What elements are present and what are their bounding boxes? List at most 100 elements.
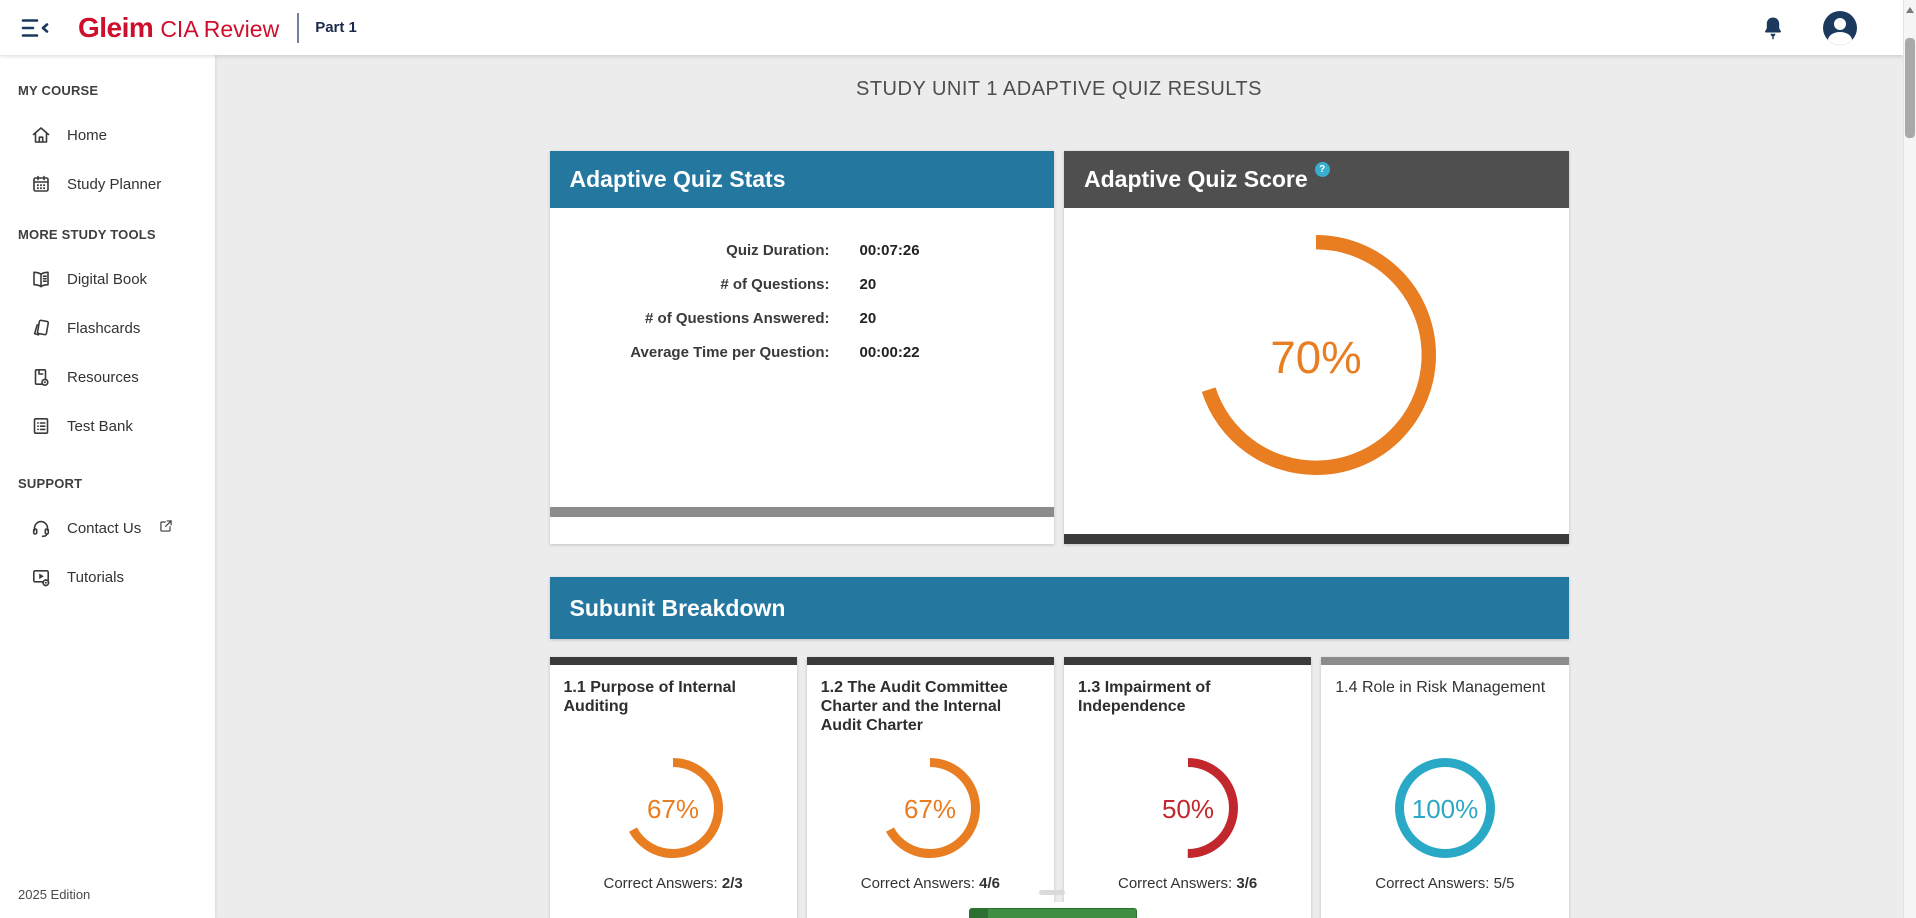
user-avatar[interactable]: [1823, 10, 1857, 45]
subunit-donut-chart: 50%: [1137, 758, 1238, 858]
top-bar: Gleim CIA Review Part 1: [0, 0, 1903, 55]
stat-value: 00:00:22: [859, 344, 920, 361]
subunit-title: 1.4 Role in Risk Management: [1335, 679, 1546, 696]
section-label-support: SUPPORT: [18, 476, 83, 491]
score-card-header: Adaptive Quiz Score?: [1064, 151, 1569, 208]
stats-card-footer-strip: [549, 507, 1054, 517]
test-bank-icon: [33, 417, 49, 434]
edition-label: 2025 Edition: [18, 887, 91, 902]
stat-row: Quiz Duration: 00:07:26: [550, 242, 1055, 259]
sidebar-item-label: Test Bank: [67, 417, 133, 435]
correct-answers-label: Correct Answers:: [860, 875, 975, 892]
gleim-logo[interactable]: Gleim CIA Review: [78, 12, 279, 44]
correct-answers-fraction: 5/5: [1493, 875, 1515, 892]
subunit-breakdown-header: Subunit Breakdown: [549, 577, 1569, 639]
bottom-panel-edge: [966, 902, 1140, 908]
correct-answers-label: Correct Answers:: [1118, 875, 1233, 892]
subunit-card-1-2: 1.2 The Audit Committee Charter and the …: [806, 657, 1054, 918]
sidebar-item-flashcards[interactable]: Flashcards: [0, 316, 215, 340]
sidebar-item-label: Home: [67, 126, 108, 144]
scrollbar[interactable]: [1903, 0, 1916, 918]
stat-value: 00:07:26: [859, 242, 920, 259]
sidebar-item-home[interactable]: Home: [0, 123, 215, 147]
correct-answers-fraction: 2/3: [721, 875, 743, 892]
subunit-card-strip: [1321, 657, 1569, 665]
book-icon: [33, 271, 49, 288]
sidebar-item-label: Contact Us: [67, 519, 142, 537]
sidebar-section-my-course: MY COURSE Home Study Planner: [0, 83, 215, 196]
bottom-action-button[interactable]: [969, 908, 1137, 918]
external-link-icon: [156, 518, 174, 539]
notifications-bell-icon[interactable]: [1761, 15, 1785, 41]
stat-label: Average Time per Question:: [630, 344, 830, 361]
sidebar-section-more-study-tools: MORE STUDY TOOLS Digital Book Flashcards…: [0, 227, 215, 438]
stat-label: # of Questions:: [720, 276, 830, 293]
sidebar-item-label: Tutorials: [67, 568, 124, 586]
correct-answers-label: Correct Answers:: [1375, 875, 1490, 892]
score-card-title: Adaptive Quiz Score: [1084, 166, 1308, 192]
headset-icon: [32, 520, 50, 538]
stat-value: 20: [859, 276, 877, 293]
section-label-more-study-tools: MORE STUDY TOOLS: [18, 227, 156, 242]
calendar-icon: [33, 175, 49, 192]
sidebar-item-resources[interactable]: Resources: [0, 365, 215, 389]
correct-answers-fraction: 4/6: [979, 875, 1000, 892]
scroll-hint-notch: [1039, 890, 1065, 895]
adaptive-quiz-stats-card: Adaptive Quiz Stats Quiz Duration: 00:07…: [549, 151, 1055, 544]
score-card-body: 70%: [1064, 235, 1569, 534]
subunit-card-1-1: 1.1 Purpose of Internal Auditing 67% Cor…: [549, 657, 797, 918]
avatar-icon: [1823, 10, 1857, 45]
sidebar-item-digital-book[interactable]: Digital Book: [0, 267, 215, 291]
subunit-percent-label: 50%: [1162, 794, 1214, 824]
subunit-title: 1.1 Purpose of Internal Auditing: [563, 679, 736, 715]
help-icon[interactable]: ?: [1314, 162, 1330, 178]
sidebar: MY COURSE Home Study Planner MORE STUDY …: [0, 55, 215, 918]
sidebar-item-tutorials[interactable]: Tutorials: [0, 565, 215, 589]
resources-icon: [34, 368, 49, 386]
sidebar-item-contact-us[interactable]: Contact Us: [0, 516, 215, 540]
sidebar-item-label: Study Planner: [67, 175, 162, 193]
sidebar-item-test-bank[interactable]: Test Bank: [0, 414, 215, 438]
header-divider: [297, 12, 300, 43]
video-tutorial-icon: [32, 570, 50, 587]
subunit-donut-chart: 100%: [1394, 758, 1495, 858]
page-title: STUDY UNIT 1 ADAPTIVE QUIZ RESULTS: [856, 78, 1262, 100]
subunit-card-strip: [1064, 657, 1312, 665]
stats-card-body: Quiz Duration: 00:07:26 # of Questions: …: [550, 208, 1055, 507]
subunit-card-1-4: 1.4 Role in Risk Management 100% Correct…: [1321, 657, 1569, 918]
subunit-percent-label: 67%: [647, 794, 699, 824]
subunit-title: 1.3 Impairment of Independence: [1078, 679, 1211, 715]
scroll-up-arrow-icon[interactable]: [1906, 7, 1914, 13]
correct-answers: Correct Answers: 2/3: [550, 875, 797, 892]
stats-card-header: Adaptive Quiz Stats: [549, 151, 1054, 208]
score-donut-chart: 70%: [1196, 235, 1437, 475]
stat-row: Average Time per Question: 00:00:22: [550, 344, 1055, 361]
stat-label: # of Questions Answered:: [645, 310, 830, 327]
subunit-donut-chart: 67%: [623, 758, 724, 858]
sidebar-section-support: SUPPORT Contact Us Tutorials: [0, 476, 215, 589]
adaptive-quiz-score-card: Adaptive Quiz Score? 70%: [1064, 151, 1569, 544]
correct-answers: Correct Answers: 5/5: [1321, 875, 1568, 892]
subunit-percent-label: 67%: [904, 794, 956, 824]
subunit-percent-label: 100%: [1412, 794, 1479, 824]
flashcards-icon: [33, 319, 50, 336]
stat-label: Quiz Duration:: [726, 242, 830, 259]
stat-row: # of Questions: 20: [550, 276, 1055, 293]
scrollbar-thumb[interactable]: [1905, 38, 1915, 138]
stat-row: # of Questions Answered: 20: [550, 310, 1055, 327]
subunit-card-strip: [549, 657, 797, 665]
sidebar-item-label: Flashcards: [67, 319, 141, 337]
bottom-action-button-cap: [970, 909, 988, 918]
brand-name: Gleim: [78, 11, 154, 43]
sidebar-item-study-planner[interactable]: Study Planner: [0, 172, 215, 196]
correct-answers: Correct Answers: 3/6: [1064, 875, 1311, 892]
sidebar-collapse-icon[interactable]: [20, 16, 50, 40]
sidebar-item-label: Digital Book: [67, 270, 148, 288]
score-card-footer-strip: [1064, 534, 1569, 544]
stat-value: 20: [859, 310, 877, 327]
course-part-label: Part 1: [315, 19, 357, 36]
sidebar-item-label: Resources: [67, 368, 139, 386]
correct-answers-label: Correct Answers:: [603, 875, 718, 892]
main-content: STUDY UNIT 1 ADAPTIVE QUIZ RESULTS Adapt…: [215, 55, 1903, 918]
correct-answers: Correct Answers: 4/6: [807, 875, 1054, 892]
